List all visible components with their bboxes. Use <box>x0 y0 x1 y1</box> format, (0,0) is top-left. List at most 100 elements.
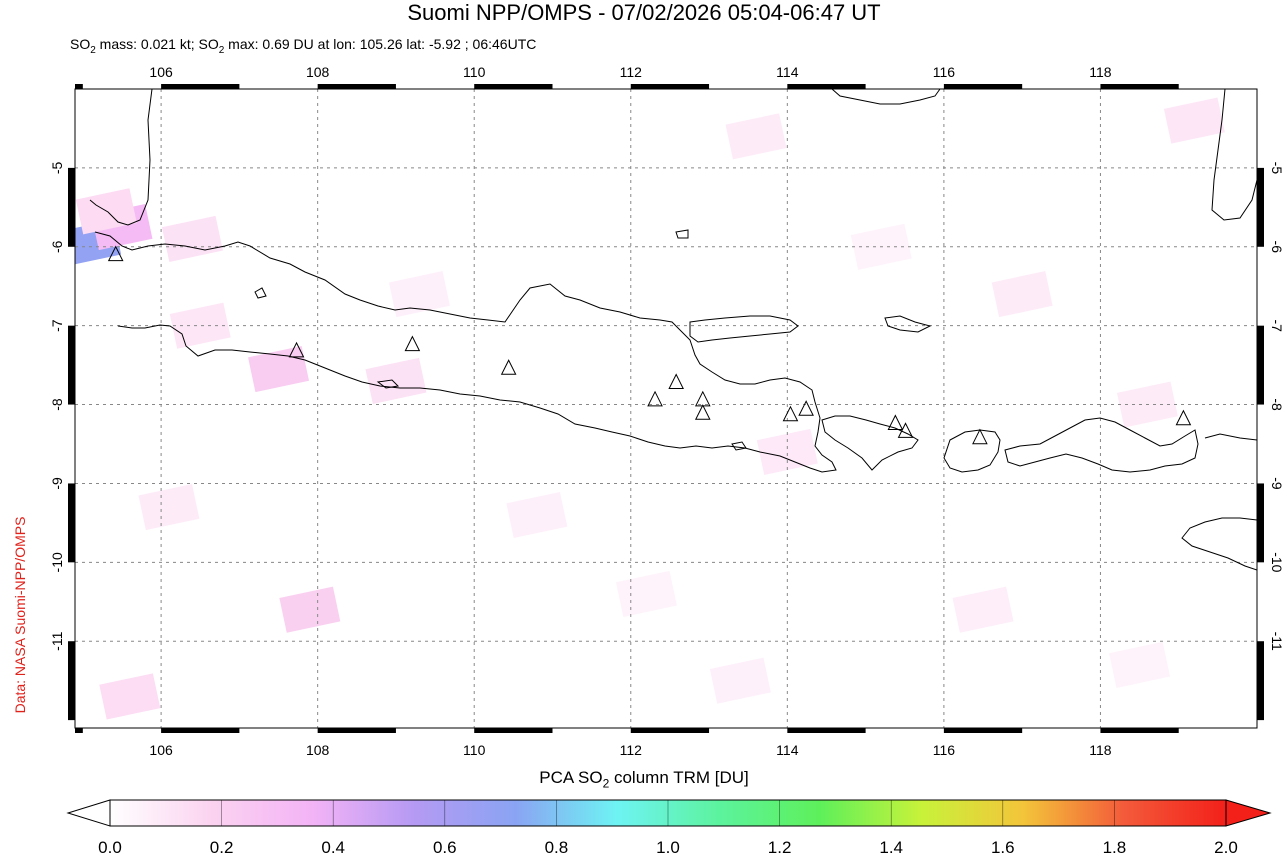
frame-bar-left <box>68 325 75 405</box>
colorbar-label-sub: 2 <box>602 776 610 791</box>
tick-label-lon-bottom: 116 <box>933 742 956 758</box>
volcano-marker <box>404 335 421 352</box>
so2-pixel <box>991 271 1053 318</box>
frame-bar-left <box>68 641 75 721</box>
coastline-island <box>376 379 400 389</box>
subtitle-subscript: 2 <box>90 44 96 56</box>
colorbar-tick-label: 0.0 <box>98 838 122 855</box>
volcano-marker <box>288 341 305 358</box>
tick-label-lat-right: -11 <box>1269 632 1285 651</box>
colorbar-label-main: PCA SO <box>539 768 603 787</box>
frame-bar-top <box>474 84 553 89</box>
frame-bar-bottom <box>630 728 710 733</box>
colorbar-tick-label: 0.2 <box>210 838 234 855</box>
colorbar-ticks: 0.0 0.2 0.4 0.6 0.8 1.0 1.2 1.4 1.6 1.8 2.0 <box>98 800 1238 855</box>
so2-pixel <box>615 570 677 617</box>
colorbar-tick-label: 0.4 <box>321 838 345 855</box>
tick-label-lat-right: -5 <box>1269 162 1285 175</box>
tick-label-lat-right: -8 <box>1269 398 1285 411</box>
coastline-island <box>884 315 932 333</box>
colorbar-tick-label: 1.4 <box>879 838 903 855</box>
frame-bar-bottom <box>75 728 83 733</box>
volcano-marker <box>647 390 663 407</box>
volcano-marker <box>1175 409 1192 426</box>
frame-bar-right <box>1257 641 1264 721</box>
frame-bar-top <box>1100 84 1179 89</box>
coastline-island <box>731 441 747 451</box>
tick-label-lat-right: -6 <box>1269 241 1285 254</box>
subtitle-subscript: 2 <box>218 44 225 56</box>
so2-pixel <box>169 302 231 349</box>
frame-bar-top <box>943 84 1023 89</box>
frame-bar-left <box>68 167 75 247</box>
map-frame <box>68 84 1264 733</box>
tick-label-lon-bottom: 108 <box>306 742 330 758</box>
tick-label-lat-left: -8 <box>49 398 65 411</box>
frame-bar-bottom <box>943 728 1023 733</box>
frame-bar-right <box>1257 167 1264 247</box>
frame-bar-top <box>630 84 710 89</box>
so2-pixel <box>161 215 223 262</box>
page-title: Suomi NPP/OMPS - 07/02/2026 05:04-06:47 … <box>407 0 881 25</box>
volcano-marker <box>972 428 988 445</box>
tick-label-lat-right: -10 <box>1269 552 1285 572</box>
frame-bar-bottom <box>787 728 866 733</box>
tick-label-lat-left: -6 <box>49 240 65 253</box>
colorbar-tick-label: 1.8 <box>1103 838 1127 855</box>
so2-pixel <box>952 586 1014 633</box>
map-subtitle: SO2 mass: 0.021 kt; SO2 max: 0.69 DU at … <box>70 36 536 56</box>
colorbar-tick-label: 0.8 <box>545 838 569 855</box>
colorbar-tick-label: 1.0 <box>656 838 680 855</box>
volcano-marker <box>668 373 684 389</box>
frame-bar-top <box>75 84 83 89</box>
frame-bar-bottom <box>1100 728 1179 733</box>
tick-label-lat-right: -7 <box>1269 319 1285 332</box>
coastline-bali <box>821 415 919 471</box>
so2-pixel <box>725 113 787 160</box>
colorbar: 0.0 0.2 0.4 0.6 0.8 1.0 1.2 1.4 1.6 1.8 2.0 <box>66 799 1272 855</box>
coastline-flores <box>1204 433 1257 441</box>
coastline-sumba <box>1181 517 1257 571</box>
frame-bar-bottom <box>317 728 396 733</box>
coastline-borneo-north <box>831 89 941 105</box>
coastline-island <box>675 229 689 239</box>
volcano-marker <box>694 404 711 420</box>
coastline-sumbawa <box>1004 417 1199 473</box>
tick-label-lat-left: -7 <box>49 319 65 332</box>
volcano-markers <box>107 245 1192 445</box>
so2-pixel <box>138 484 200 531</box>
volcano-marker <box>500 359 517 375</box>
so2-pixel <box>756 428 818 475</box>
coastline-borneo <box>1211 89 1257 221</box>
so2-pixel <box>365 357 427 404</box>
so2-pixel <box>99 673 161 720</box>
frame-bar-top <box>787 84 866 89</box>
volcano-marker <box>694 390 711 407</box>
tick-label-lat-right: -9 <box>1269 477 1285 490</box>
volcano-marker <box>107 245 124 262</box>
tick-label-lat-left: -5 <box>49 161 65 174</box>
so2-pixel <box>279 586 341 633</box>
so2-pixel <box>388 271 450 318</box>
subtitle-part: max: 0.69 DU at lon: 105.26 lat: -5.92 ;… <box>224 36 537 52</box>
volcano-marker <box>887 414 904 430</box>
colorbar-label-tail: column TRM [DU] <box>609 768 749 787</box>
tick-label-lon-top: 110 <box>463 64 486 80</box>
tick-label-lon-bottom: 110 <box>463 742 486 758</box>
tick-label-lon-bottom: 112 <box>620 742 643 758</box>
tick-label-lat-left: -11 <box>49 631 65 650</box>
colorbar-tick-label: 1.6 <box>991 838 1015 855</box>
frame-bar-top <box>317 84 396 89</box>
coastlines <box>89 89 1257 571</box>
volcano-marker <box>782 405 799 422</box>
colorbar-under-arrow <box>66 799 111 827</box>
coastline-sumatra-south <box>89 89 153 226</box>
tick-label-lon-top: 114 <box>776 64 799 80</box>
volcano-marker <box>897 422 914 438</box>
tick-label-lon-bottom: 114 <box>776 742 799 758</box>
coastline-java <box>94 231 837 473</box>
axis-ticks: 106 106 108 108 110 110 112 112 114 114 116 116 118 1… <box>49 64 1285 758</box>
colorbar-tick-label: 1.2 <box>768 838 792 855</box>
tick-label-lat-left: -10 <box>49 552 65 572</box>
coastline-madura <box>689 315 799 343</box>
